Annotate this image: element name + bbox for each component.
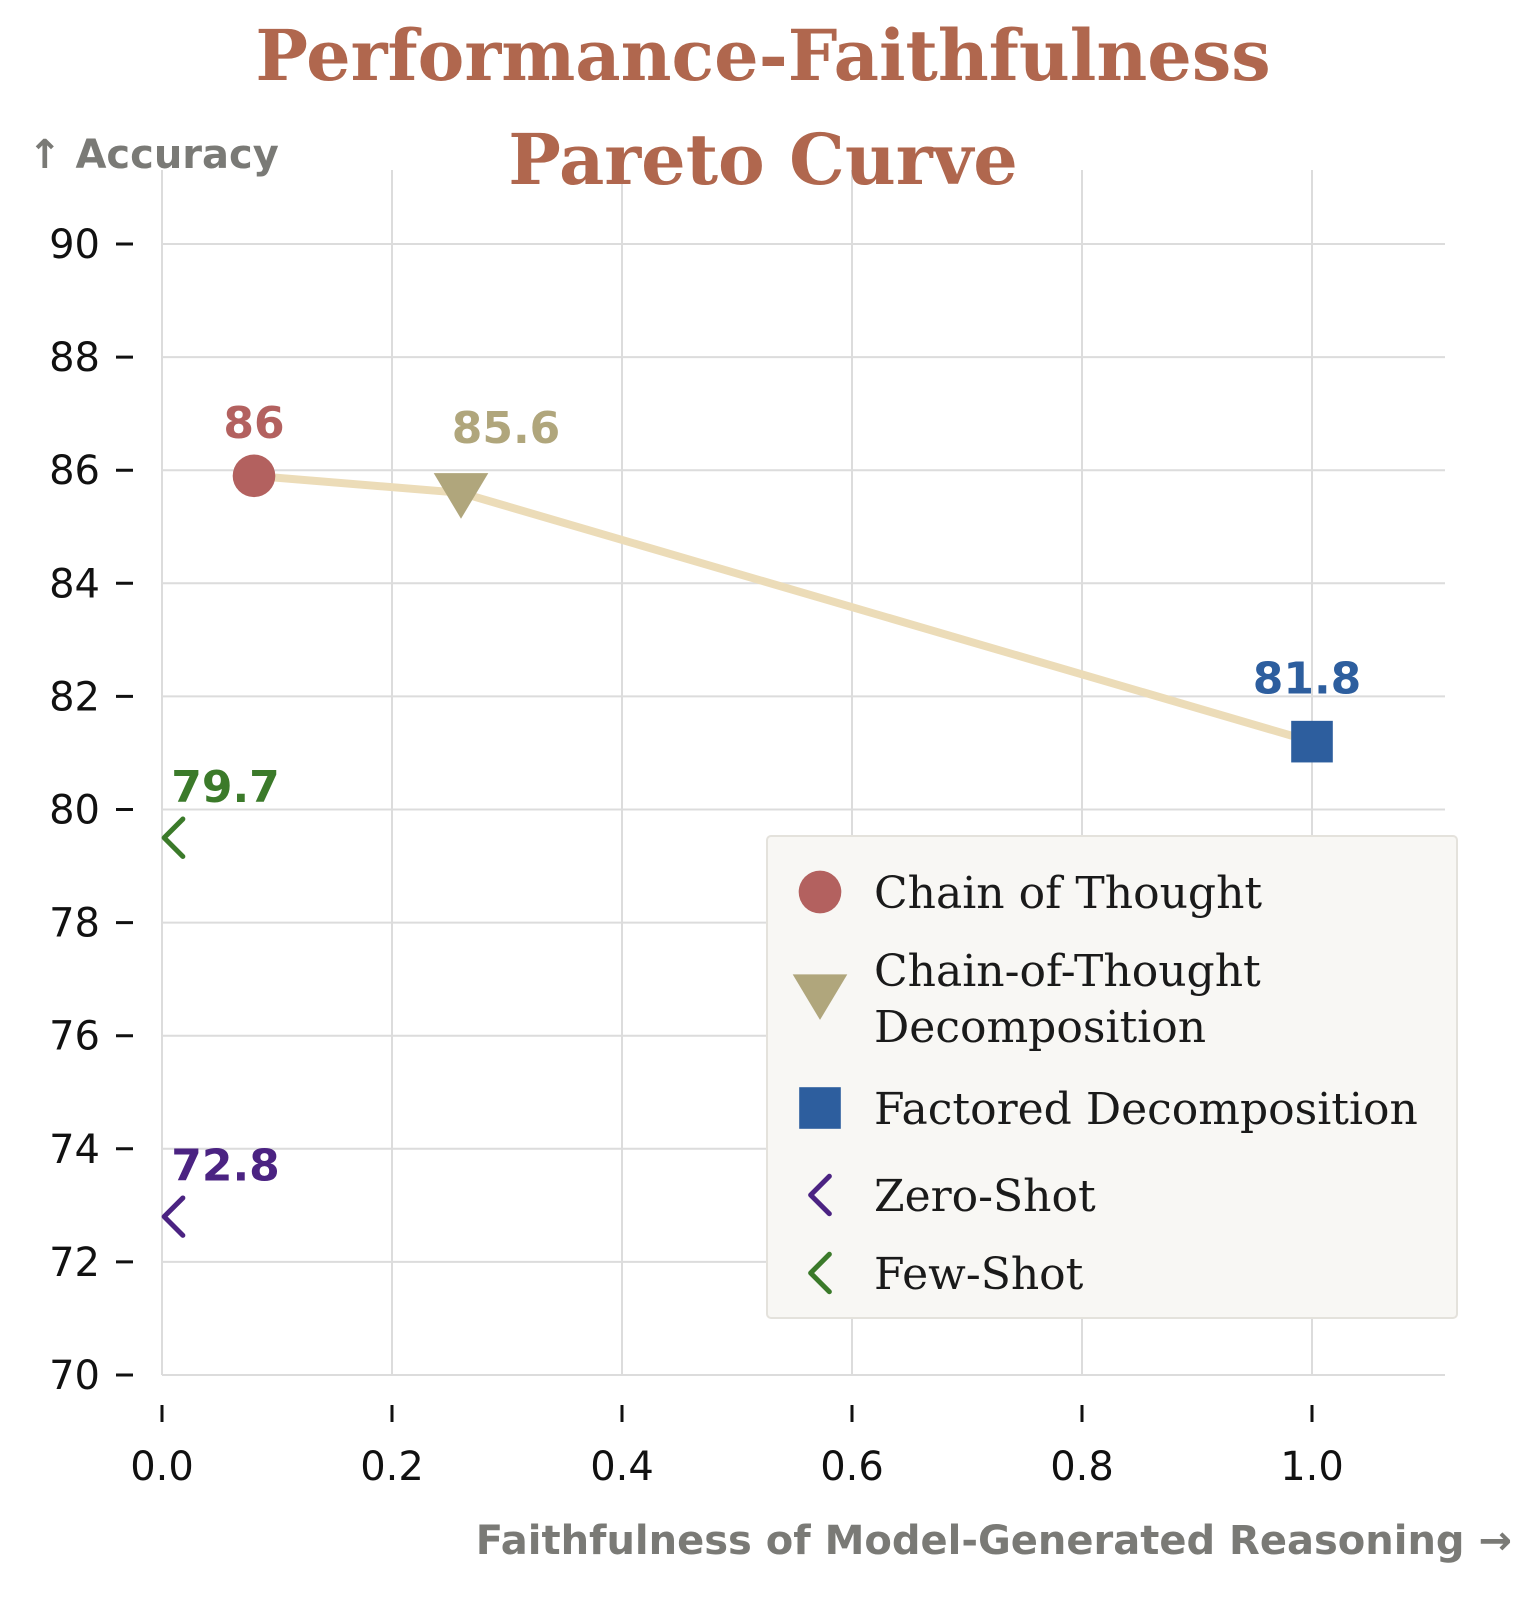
legend-marker [798, 870, 842, 914]
legend-marker [808, 1173, 832, 1217]
x-tick-label: 0.6 [820, 1444, 884, 1490]
grid [161, 170, 1445, 1376]
y-tick-label: 76 [49, 1014, 100, 1060]
data-point [161, 816, 186, 859]
y-tick-label: 90 [49, 222, 100, 268]
legend-item: Few-Shot [808, 1249, 1084, 1300]
x-tick-label: 0.2 [360, 1444, 424, 1490]
legend-label: Decomposition [874, 1002, 1206, 1053]
x-tick-label: 0.4 [590, 1444, 654, 1490]
y-tick-label: 86 [49, 448, 100, 494]
data-point [232, 454, 276, 498]
legend-label: Chain of Thought [874, 868, 1262, 919]
pareto-line [253, 471, 1314, 746]
y-tick-label: 82 [49, 674, 100, 720]
legend-item: Factored Decomposition [799, 1084, 1418, 1135]
y-tick-label: 74 [49, 1127, 100, 1173]
x-axis-label: Faithfulness of Model-Generated Reasonin… [476, 1518, 1512, 1564]
data-labels: 86 85.6 81.8 72.8 79.7 [171, 398, 1361, 1192]
y-tick-label: 84 [49, 561, 100, 607]
y-tick-label: 72 [49, 1240, 100, 1286]
chart-title-line-2: Pareto Curve [508, 118, 1018, 201]
legend-item: Zero-Shot [808, 1171, 1096, 1222]
y-tick-label: 70 [49, 1353, 100, 1399]
legend-item: Chain of Thought [798, 868, 1262, 919]
legend-marker [792, 974, 848, 1020]
data-point [433, 473, 489, 519]
data-point [1291, 720, 1333, 763]
data-label: 81.8 [1253, 654, 1362, 705]
legend-marker [808, 1251, 832, 1295]
data-label: 72.8 [171, 1141, 280, 1192]
axes: 70 72 74 76 78 80 82 84 86 88 90 0.0 0.2 0.4 0.6 0.8 1.0 [49, 222, 1344, 1490]
data-points [161, 454, 1333, 1238]
y-tick-label: 88 [49, 335, 100, 381]
legend-marker [799, 1087, 841, 1129]
y-axis-label: ↑ Accuracy [28, 132, 279, 178]
legend-label: Few-Shot [874, 1249, 1084, 1300]
chart-title: Performance-Faithfulness Pareto Curve [255, 14, 1270, 201]
x-tick-label: 1.0 [1280, 1444, 1344, 1490]
y-tick-label: 80 [49, 788, 100, 834]
legend-label: Chain-of-Thought [874, 946, 1261, 997]
legend-box [766, 835, 1458, 1319]
legend: Chain of Thought Chain-of-ThoughtDecompos… [766, 835, 1458, 1319]
data-label: 85.6 [452, 403, 561, 454]
chart-title-line-1: Performance-Faithfulness [255, 14, 1270, 97]
legend-label: Zero-Shot [874, 1171, 1096, 1222]
x-tick-label: 0.0 [130, 1444, 194, 1490]
data-point [161, 1195, 186, 1238]
y-tick-label: 78 [49, 901, 100, 947]
x-tick-label: 0.8 [1050, 1444, 1114, 1490]
pareto-line-layer [253, 471, 1314, 746]
data-label: 79.7 [171, 762, 280, 813]
legend-label: Factored Decomposition [874, 1084, 1418, 1135]
data-label: 86 [223, 398, 284, 449]
